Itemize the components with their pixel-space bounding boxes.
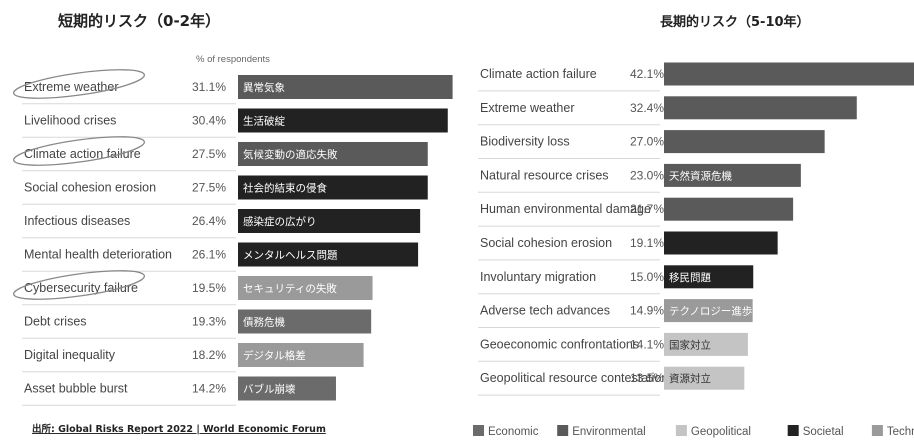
short-term-jp-label-livelihood-crises: 生活破綻 [243, 115, 285, 128]
long-term-label-extreme-weather: Extreme weather [480, 101, 574, 115]
long-term-bar-climate-action-failure [664, 62, 914, 86]
short-term-jp-label-mental-health-deterioration: メンタルヘルス問題 [243, 250, 338, 262]
long-term-jp-label-adverse-tech-advances: テクノロジー進歩による悪影響 [669, 305, 816, 318]
legend-swatch-societal [787, 425, 799, 436]
short-term-jp-label-climate-action-failure: 気候変動の適応失敗 [243, 148, 338, 161]
short-term-label-climate-action-failure: Climate action failure [24, 147, 141, 161]
short-term-label-debt-crises: Debt crises [24, 315, 87, 329]
short-term-label-social-cohesion-erosion: Social cohesion erosion [24, 181, 156, 195]
long-term-bar-geopolitical-resource-contestation [664, 366, 745, 390]
short-term-bar-cybersecurity-failure [238, 276, 373, 300]
long-term-bar-social-cohesion-erosion [664, 231, 778, 255]
long-term-value-social-cohesion-erosion: 19.1% [630, 236, 664, 250]
short-term-jp-label-cybersecurity-failure: セキュリティの失敗 [243, 282, 337, 295]
long-term-bar-human-environmental-damage [664, 197, 794, 221]
long-term-label-natural-resource-crises: Natural resource crises [480, 168, 609, 182]
legend-label-societal: Societal [803, 426, 844, 438]
short-term-bar-asset-bubble-burst [238, 376, 336, 401]
legend: Economic Environmental Geopolitical Societa… [473, 425, 914, 438]
legend-label-economic: Economic [488, 426, 539, 438]
long-term-title: 長期的リスク（5-10年） [660, 14, 810, 30]
short-term-value-digital-inequality: 18.2% [192, 348, 226, 362]
short-term-label-digital-inequality: Digital inequality [24, 348, 116, 362]
short-term-value-social-cohesion-erosion: 27.5% [192, 181, 226, 195]
short-term-highlight-circle-cybersecurity-failure [12, 270, 146, 300]
short-term-bar-digital-inequality [238, 343, 364, 367]
short-term-label-cybersecurity-failure: Cybersecurity failure [24, 281, 138, 295]
source-note: 出所: Global Risks Report 2022 | World Eco… [32, 423, 326, 435]
short-term-bar-mental-health-deterioration [238, 242, 419, 267]
long-term-label-geopolitical-resource-contestation: Geopolitical resource contestation [480, 371, 668, 385]
long-term-value-climate-action-failure: 42.1% [630, 67, 664, 81]
short-term-value-mental-health-deterioration: 26.1% [192, 248, 226, 262]
short-term-highlight-circle-climate-action-failure [12, 136, 146, 166]
short-term-jp-label-debt-crises: 債務危機 [243, 316, 285, 329]
short-term-jp-label-asset-bubble-burst: バブル崩壊 [243, 383, 296, 396]
long-term-value-adverse-tech-advances: 14.9% [630, 304, 664, 318]
long-term-label-involuntary-migration: Involuntary migration [480, 270, 596, 284]
short-term-value-infectious-diseases: 26.4% [192, 214, 226, 228]
long-term-value-involuntary-migration: 15.0% [630, 270, 664, 284]
legend-label-technological: Technological [887, 426, 914, 438]
legend-label-environmental: Environmental [572, 426, 646, 438]
short-term-value-livelihood-crises: 30.4% [192, 114, 226, 128]
short-term-bar-debt-crises [238, 309, 372, 334]
long-term-value-human-environmental-damage: 21.7% [630, 202, 664, 216]
short-term-label-infectious-diseases: Infectious diseases [24, 214, 130, 228]
short-term-bar-climate-action-failure [238, 142, 428, 166]
long-term-jp-label-geoeconomic-confrontations: 国家対立 [669, 338, 711, 351]
short-term-jp-label-social-cohesion-erosion: 社会的結束の侵食 [243, 182, 327, 195]
legend-swatch-economic [473, 425, 484, 436]
short-term-value-debt-crises: 19.3% [192, 315, 226, 329]
long-term-label-climate-action-failure: Climate action failure [480, 67, 597, 81]
long-term-label-human-environmental-damage: Human environmental damage [480, 202, 651, 216]
long-term-bar-biodiversity-loss [664, 130, 825, 154]
short-term-label-livelihood-crises: Livelihood crises [24, 114, 116, 128]
short-term-label-asset-bubble-burst: Asset bubble burst [24, 382, 128, 396]
short-term-value-climate-action-failure: 27.5% [192, 147, 226, 161]
long-term-bar-natural-resource-crises [664, 163, 801, 187]
long-term-bar-geoeconomic-confrontations [664, 332, 748, 356]
short-term-bar-extreme-weather [238, 75, 453, 99]
long-term-value-geopolitical-resource-contestation: 13.5% [630, 371, 664, 385]
short-term-label-extreme-weather: Extreme weather [24, 80, 118, 94]
short-term-value-cybersecurity-failure: 19.5% [192, 281, 226, 295]
short-term-jp-label-digital-inequality: デジタル格差 [243, 349, 306, 362]
short-term-label-mental-health-deterioration: Mental health deterioration [24, 248, 172, 262]
long-term-bar-adverse-tech-advances [664, 299, 753, 323]
short-term-jp-label-extreme-weather: 異常気象 [243, 81, 285, 94]
legend-swatch-environmental [557, 425, 569, 436]
long-term-label-geoeconomic-confrontations: Geoeconomic confrontations [480, 337, 639, 351]
legend-swatch-geopolitical [675, 425, 687, 436]
long-term-bar-involuntary-migration [664, 265, 754, 289]
short-term-highlight-circle-extreme-weather [12, 69, 146, 99]
long-term-label-adverse-tech-advances: Adverse tech advances [480, 304, 610, 318]
long-term-value-geoeconomic-confrontations: 14.1% [630, 337, 664, 351]
legend-swatch-technological [871, 425, 883, 436]
long-term-label-biodiversity-loss: Biodiversity loss [480, 135, 570, 149]
long-term-value-natural-resource-crises: 23.0% [630, 168, 664, 182]
short-term-jp-label-infectious-diseases: 感染症の広がり [243, 215, 317, 228]
long-term-value-extreme-weather: 32.4% [630, 101, 664, 115]
legend-label-geopolitical: Geopolitical [691, 426, 751, 438]
long-term-value-biodiversity-loss: 27.0% [630, 135, 664, 149]
short-term-bar-social-cohesion-erosion [238, 175, 428, 200]
long-term-jp-label-geopolitical-resource-contestation: 資源対立 [669, 372, 711, 385]
long-term-jp-label-involuntary-migration: 移民問題 [669, 271, 711, 284]
short-term-bar-livelihood-crises [238, 108, 448, 133]
long-term-bar-extreme-weather [664, 96, 857, 120]
short-term-title: 短期的リスク（0-2年） [58, 12, 220, 30]
long-term-jp-label-natural-resource-crises: 天然資源危機 [669, 169, 732, 182]
respondents-caption: % of respondents [196, 54, 270, 65]
short-term-bar-infectious-diseases [238, 209, 421, 233]
short-term-value-extreme-weather: 31.1% [192, 80, 226, 94]
short-term-value-asset-bubble-burst: 14.2% [192, 382, 226, 396]
long-term-label-social-cohesion-erosion: Social cohesion erosion [480, 236, 612, 250]
